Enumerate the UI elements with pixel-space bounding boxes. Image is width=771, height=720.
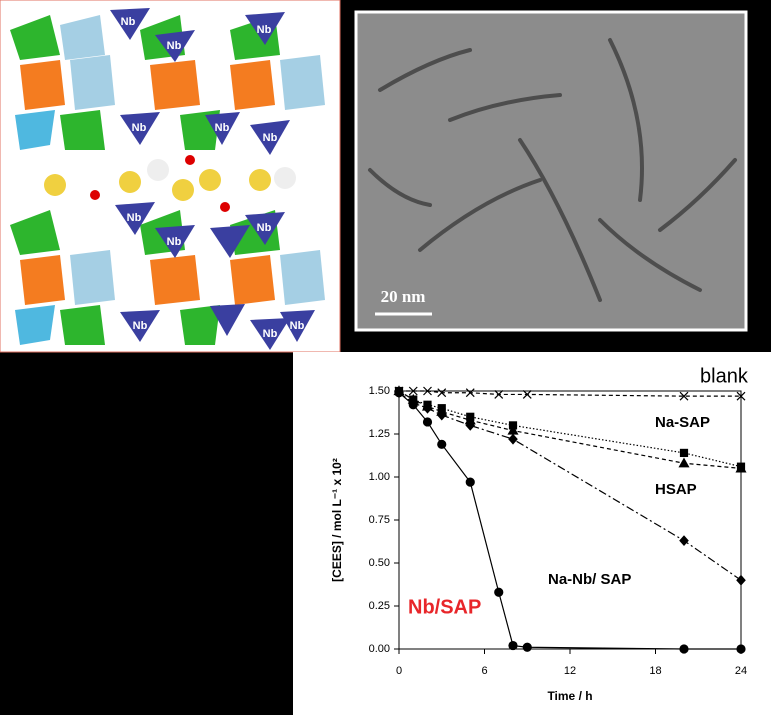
x-tick-label: 12: [564, 665, 576, 677]
series-label: Na-Nb/ SAP: [548, 571, 631, 588]
data-point: [395, 389, 403, 397]
data-point: [681, 449, 688, 456]
data-point: [737, 645, 745, 653]
figure: Nb Nb Nb Nb Nb Nb Nb Nb Nb Nb Nb Nb 20 n…: [0, 0, 771, 715]
y-tick-label: 1.50: [369, 385, 390, 397]
atom-label: Nb: [215, 122, 230, 134]
structure-panel: Nb Nb Nb Nb Nb Nb Nb Nb Nb Nb Nb Nb: [0, 0, 340, 352]
atom-label: Nb: [132, 122, 147, 134]
data-point: [680, 645, 688, 653]
x-tick-label: 18: [649, 665, 661, 677]
y-tick-label: 0.00: [369, 643, 390, 655]
atom-label: Nb: [127, 212, 142, 224]
series-label: blank: [700, 365, 749, 387]
x-axis-label: Time / h: [547, 689, 592, 703]
y-axis-label: [CEES] / mol L⁻¹ x 10²: [330, 458, 344, 582]
data-point: [509, 642, 517, 650]
atom-label: Nb: [290, 320, 305, 332]
x-tick-label: 6: [481, 665, 487, 677]
atom-label: Nb: [121, 16, 136, 28]
series-label: HSAP: [655, 481, 697, 498]
x-tick-label: 24: [735, 665, 747, 677]
data-point: [495, 588, 503, 596]
data-point: [409, 401, 417, 409]
y-tick-label: 0.75: [369, 514, 390, 526]
x-tick-label: 0: [396, 665, 402, 677]
atom-label: Nb: [167, 40, 182, 52]
data-point: [438, 440, 446, 448]
y-tick-label: 0.25: [369, 600, 390, 612]
atom-label: Nb: [133, 320, 148, 332]
data-point: [466, 478, 474, 486]
series-label: Nb/SAP: [408, 596, 481, 618]
atom-label: Nb: [263, 328, 278, 340]
data-point: [424, 418, 432, 426]
scale-bar-label: 20 nm: [381, 287, 426, 306]
atom-label: Nb: [257, 24, 272, 36]
chart-bg: [293, 352, 771, 715]
atom-label: Nb: [257, 222, 272, 234]
series-label: Na-SAP: [655, 414, 710, 431]
atom-label: Nb: [167, 236, 182, 248]
y-tick-label: 1.25: [369, 428, 390, 440]
data-point: [523, 643, 531, 651]
y-tick-label: 1.00: [369, 471, 390, 483]
atom-label: Nb: [263, 132, 278, 144]
tem-panel: 20 nm: [356, 12, 746, 330]
y-tick-label: 0.50: [369, 557, 390, 569]
